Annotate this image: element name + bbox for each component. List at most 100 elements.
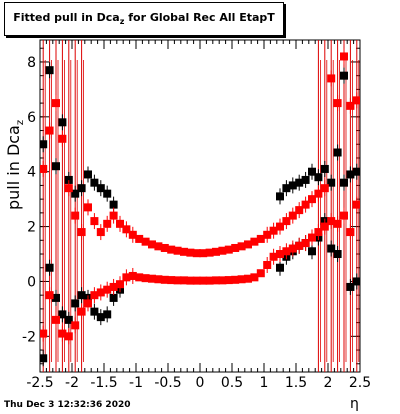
data-point-red-upper [205,248,214,257]
datestamp: Thu Dec 3 12:32:36 2020 [4,400,131,410]
data-point-red-upper [301,200,310,209]
data-point-black-upper [308,167,316,176]
data-point-red-upper [256,234,265,243]
data-point-red-lower [40,329,48,338]
data-point-black-lower [352,277,360,286]
data-point-red-lower [231,275,240,284]
data-point-black-lower [109,293,118,302]
data-point-black-lower [333,250,342,259]
data-point-black-upper [58,118,67,127]
data-point-black-upper [71,189,80,198]
data-point-red-upper [263,230,272,239]
data-point-black-lower [71,299,80,308]
data-point-red-upper [167,245,176,254]
data-point-black-upper [314,173,323,182]
data-point-red-upper [250,237,259,246]
data-point-red-lower [250,273,259,282]
data-point-red-lower [122,273,131,282]
x-tick-label: 1 [260,375,269,391]
data-point-black-lower [58,310,67,319]
data-point-red-upper [148,240,156,249]
data-point-black-upper [282,184,291,193]
data-point-red-upper [128,230,137,239]
data-point-red-lower [269,252,278,261]
x-tick-label: -1.5 [90,375,117,391]
data-point-red-lower [160,275,169,284]
data-point-red-lower [135,273,144,282]
data-point-red-lower [116,280,124,289]
data-point-black-upper [320,164,329,173]
data-point-black-upper [346,170,355,179]
y-tick-label: 2 [27,220,36,236]
data-point-red-upper [71,211,80,220]
data-point-black-upper [90,178,99,187]
data-point-red-upper [141,237,150,246]
data-point-black-lower [346,282,355,291]
x-tick-label: -1 [129,375,143,391]
data-point-red-lower [340,211,348,220]
data-point-red-upper [340,52,348,61]
data-point-red-upper [109,211,118,220]
data-point-red-upper [58,134,67,143]
data-point-red-upper [224,245,233,254]
data-point-red-lower [282,247,291,256]
data-point-red-upper [116,219,124,228]
data-point-red-lower [141,274,150,283]
chart-title: Fitted pull in Dcaz for Global Rec All E… [5,11,283,26]
data-point-red-lower [218,276,227,285]
data-point-red-lower [71,321,80,330]
data-point-black-upper [77,184,86,193]
data-point-red-lower [84,299,92,308]
data-point-black-upper [276,192,284,201]
data-point-red-upper [295,206,304,215]
data-point-black-upper [295,178,304,187]
data-point-black-lower [308,247,316,256]
data-point-black-upper [333,148,342,157]
data-point-black-upper [64,175,73,184]
y-axis-label: pull in Dcaz [4,90,26,210]
data-point-black-upper [288,181,297,190]
y-tick-label: 8 [27,55,36,71]
data-point-red-lower [333,219,342,228]
data-point-red-lower [346,228,355,237]
data-point-red-upper [352,96,360,105]
data-point-black-upper [327,178,336,187]
data-point-red-lower [276,250,284,259]
data-point-red-upper [173,246,182,255]
data-point-red-lower [288,244,297,253]
data-point-red-upper [244,240,252,249]
data-point-red-upper [90,217,99,226]
data-point-black-upper [52,162,60,171]
data-point-red-upper [122,225,131,234]
data-point-red-upper [282,217,291,226]
y-tick-label: 4 [27,165,36,181]
data-point-black-upper [301,175,310,184]
data-point-red-upper [52,99,60,108]
data-point-red-lower [64,332,73,341]
data-point-red-upper [212,247,220,256]
data-point-red-lower [52,315,60,324]
data-point-red-upper [154,242,163,251]
data-point-black-lower [340,178,348,187]
data-point-red-upper [103,219,112,228]
data-point-black-upper [103,189,112,198]
data-point-red-lower [199,276,208,285]
data-point-black-upper [84,170,92,179]
data-point-red-upper [320,184,329,193]
data-point-black-lower [52,293,60,302]
data-point-red-upper [276,222,284,231]
data-point-black-upper [109,200,118,209]
data-point-red-upper [96,228,105,237]
ylabel-subscript: z [15,119,26,126]
data-point-red-lower [263,260,272,269]
data-point-black-lower [64,315,73,324]
x-tick-label: 0 [196,375,205,391]
plot-area [40,40,360,372]
title-main: Fitted pull in Dca [13,11,120,24]
data-point-red-lower [237,275,246,284]
data-point-red-upper [346,101,355,110]
data-point-red-lower [256,269,265,278]
data-point-red-upper [186,248,195,257]
data-point-red-lower [295,241,304,250]
data-point-black-lower [327,244,336,253]
